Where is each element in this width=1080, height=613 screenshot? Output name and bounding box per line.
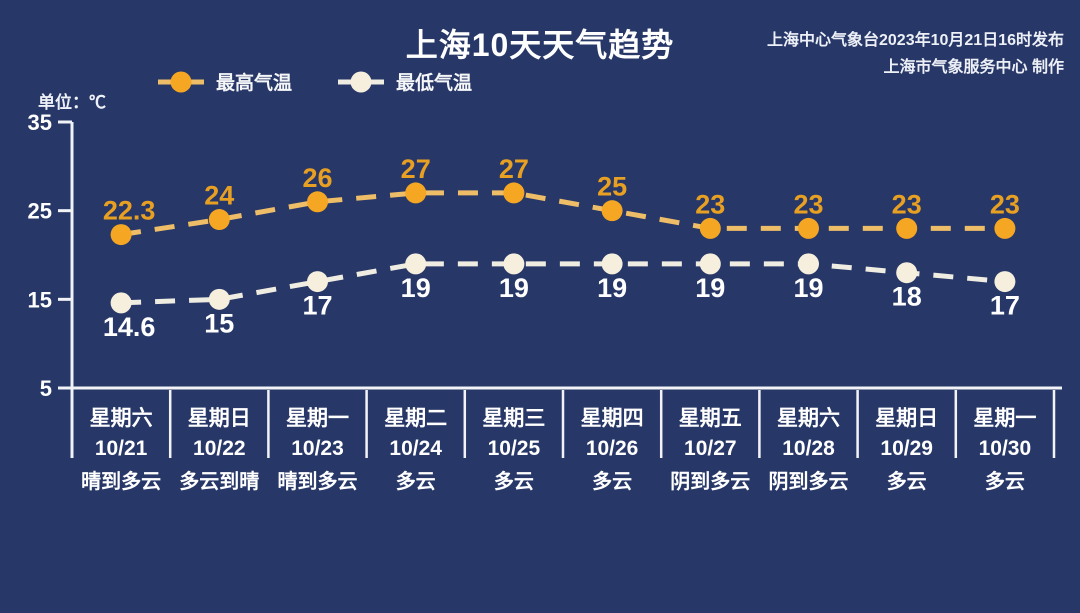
date-label: 10/23 [291,437,344,460]
weather-label: 晴到多云 [81,469,161,493]
high-temp-point [405,182,427,204]
low-temp-value-label: 19 [499,273,529,303]
low-temp-value-label: 15 [204,308,234,338]
low-temp-point [896,262,918,284]
low-temp-point [994,271,1016,293]
high-temp-point [699,217,721,239]
weekday-label: 星期五 [679,407,742,430]
weekday-label: 星期三 [482,407,545,430]
low-temp-point [503,253,525,275]
low-temp-line [121,261,1006,306]
date-label: 10/30 [979,437,1032,460]
high-temp-point [208,209,230,231]
publisher-line-1: 上海中心气象台2023年10月21日16时发布 [767,32,1064,49]
page-title: 上海10天天气趋势 [405,27,675,63]
weekday-label: 星期四 [581,407,644,430]
y-tick-label: 35 [28,110,52,135]
weather-label: 多云 [494,469,534,493]
legend-label-high-temp: 最高气温 [216,73,293,94]
weather-label: 多云 [985,469,1025,493]
low-temp-value-label: 19 [695,273,725,303]
legend-label-low-temp: 最低气温 [396,73,473,94]
legend-item-high-temp: 最高气温 [156,68,292,95]
publisher-line-2: 上海市气象服务中心 制作 [883,59,1064,76]
weather-label: 阴到多云 [769,469,849,493]
low-temp-value-label: 19 [401,273,431,303]
date-label: 10/29 [880,437,933,460]
high-temp-point [896,217,918,239]
high-temp-point [601,200,623,222]
high-temp-point [994,217,1016,239]
date-label: 10/28 [782,437,835,460]
weekday-label: 星期六 [90,407,153,430]
chart-legend: 最高气温 最低气温 [156,68,472,95]
low-temp-point [699,253,721,275]
date-label: 10/21 [95,437,148,460]
low-temp-value-label: 14.6 [103,312,156,342]
unit-label: 单位：℃ [38,93,106,112]
low-temp-value-label: 17 [990,291,1020,321]
low-temp-value-label: 17 [302,291,332,321]
y-tick-label: 15 [28,287,52,312]
date-label: 10/27 [684,437,737,460]
high-temp-point [503,182,525,204]
low-temp-point [798,253,819,275]
low-temp-point [110,292,132,314]
date-label: 10/24 [389,437,442,460]
weather-label: 多云 [887,469,927,493]
weather-label: 多云 [592,469,632,493]
weekday-label: 星期六 [777,407,840,430]
high-temp-point [110,224,132,246]
weekday-label: 星期一 [973,407,1036,430]
high-temp-value-label: 23 [892,189,922,219]
weekday-label: 星期二 [384,407,447,430]
y-tick-label: 5 [40,376,52,401]
weekday-label: 星期日 [188,407,251,430]
low-temp-value-label: 18 [892,282,922,312]
high-temp-value-label: 25 [597,172,627,202]
date-label: 10/22 [193,437,246,460]
date-label: 10/26 [586,437,639,460]
weekday-label: 星期一 [286,407,349,430]
high-temp-point [798,217,819,239]
high-temp-value-label: 27 [499,154,529,184]
low-temp-point [601,253,623,275]
y-tick-label: 25 [28,199,52,224]
publisher-info: 上海中心气象台2023年10月21日16时发布 上海市气象服务中心 制作 [767,27,1064,81]
low-temp-point [405,253,427,275]
low-temp-point [208,288,230,310]
high-temp-line [120,190,1005,238]
legend-item-low-temp: 最低气温 [336,68,472,95]
high-temp-legend-marker-icon [158,71,204,92]
high-temp-value-label: 23 [990,189,1020,219]
low-temp-legend-marker-icon [338,71,385,92]
high-temp-value-label: 22.3 [103,196,156,226]
weather-label: 多云到晴 [179,469,259,493]
weather-label: 阴到多云 [670,469,750,493]
weather-label: 多云 [396,469,436,493]
low-temp-value-label: 19 [597,273,627,303]
weekday-label: 星期日 [875,407,938,430]
high-temp-value-label: 26 [302,163,332,193]
weather-label: 晴到多云 [278,469,358,493]
date-label: 10/25 [488,437,541,460]
high-temp-point [307,191,328,213]
high-temp-value-label: 24 [204,181,234,211]
high-temp-value-label: 23 [695,189,725,219]
high-temp-value-label: 23 [793,189,823,219]
low-temp-value-label: 19 [793,273,823,303]
high-temp-value-label: 27 [401,154,431,184]
low-temp-point [307,271,328,293]
